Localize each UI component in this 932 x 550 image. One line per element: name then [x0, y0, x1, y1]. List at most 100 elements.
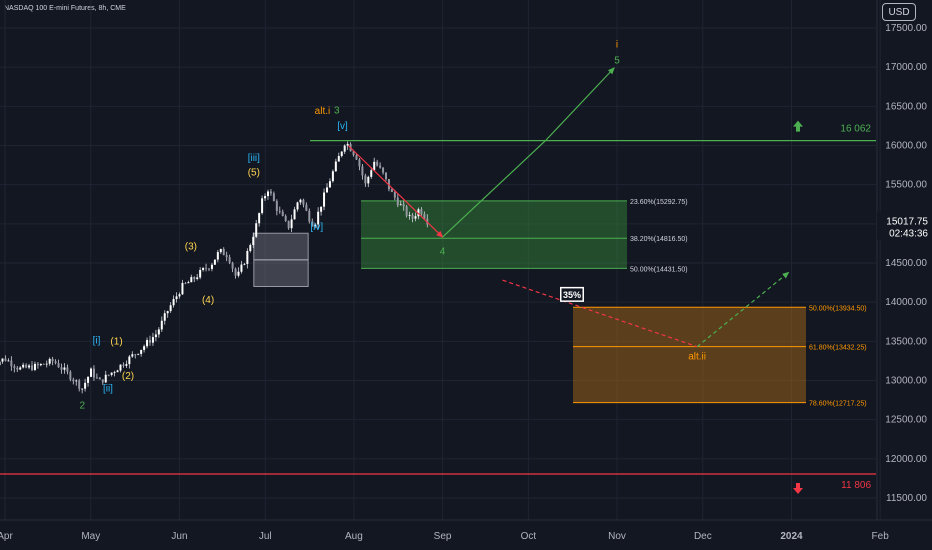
candle	[364, 175, 367, 184]
candle	[402, 204, 405, 207]
green-alt-recovery-path	[696, 271, 790, 348]
candle	[196, 277, 199, 280]
x-tick-label: Jun	[171, 531, 187, 542]
candle	[340, 151, 343, 156]
candle	[234, 268, 237, 276]
candle	[269, 191, 272, 194]
candle	[54, 361, 57, 364]
candle	[243, 263, 246, 265]
candle	[16, 367, 19, 370]
candle	[334, 161, 337, 172]
candle	[352, 151, 355, 156]
candle	[154, 334, 157, 338]
y-tick-label: 13500.00	[885, 336, 927, 347]
candle	[184, 282, 187, 284]
chart-title: NASDAQ 100 E-mini Futures, 8h, CME	[4, 5, 126, 12]
candle	[175, 296, 178, 300]
candle	[187, 282, 190, 284]
candle	[143, 346, 146, 350]
fib-orange-zone	[573, 307, 806, 403]
candle	[387, 179, 390, 190]
y-tick-label: 15500.00	[885, 180, 927, 191]
x-tick-label: Nov	[608, 531, 626, 542]
candle	[222, 249, 225, 256]
green-impulse-path	[442, 67, 615, 238]
candle	[287, 220, 290, 229]
candle	[151, 337, 154, 343]
wave-label: 2	[79, 401, 85, 412]
candle	[7, 360, 10, 362]
candle	[255, 223, 258, 237]
candle	[216, 252, 219, 260]
wave-label: alt.i	[315, 106, 331, 117]
candle	[104, 374, 107, 383]
y-tick-label: 11500.00	[886, 493, 927, 504]
currency-button[interactable]: USD	[882, 3, 916, 21]
wave-label: (5)	[248, 167, 260, 178]
wave-label: i	[616, 40, 618, 51]
candle	[66, 367, 69, 372]
candle	[210, 264, 213, 269]
candle	[78, 380, 81, 389]
candle	[267, 191, 269, 197]
candle	[31, 365, 33, 370]
candle	[408, 214, 411, 216]
wave-label: [iii]	[248, 153, 260, 164]
wave-label: 4	[440, 246, 446, 257]
wave-label: (4)	[202, 295, 214, 306]
y-tick-label: 12000.00	[885, 454, 927, 465]
candle	[417, 209, 420, 217]
candle	[90, 368, 92, 377]
candle	[28, 365, 31, 368]
candle	[281, 211, 284, 216]
candle	[107, 374, 110, 376]
candle	[140, 349, 143, 354]
candle	[172, 299, 175, 306]
candle	[393, 192, 396, 198]
x-tick-label: Oct	[521, 531, 537, 542]
red-alt-decline-path	[502, 279, 698, 348]
candle	[293, 209, 296, 220]
candle	[249, 245, 252, 252]
fib-orange-level-label: 61.80%(13432.25)	[809, 345, 867, 352]
candle	[323, 192, 326, 207]
x-tick-label: Jul	[259, 531, 272, 542]
candle	[228, 257, 231, 263]
candle	[302, 199, 305, 205]
candle	[10, 360, 13, 367]
candle	[181, 282, 184, 295]
candle	[240, 264, 243, 272]
candle	[63, 367, 66, 370]
fib-green-zone	[361, 200, 627, 269]
x-tick-label: Feb	[872, 531, 890, 542]
candle	[125, 364, 128, 366]
x-tick-label: May	[81, 531, 100, 542]
candle	[128, 356, 131, 365]
candle	[225, 255, 228, 258]
resistance-label: 16 062	[840, 124, 871, 135]
x-tick-label: Dec	[694, 531, 712, 542]
fib-green-level-label: 23.60%(15292.75)	[630, 199, 688, 206]
wave-label: (1)	[110, 336, 122, 347]
candle	[87, 376, 90, 383]
candle	[284, 215, 287, 221]
candle	[252, 236, 255, 246]
candle	[75, 380, 78, 382]
candle	[72, 379, 75, 382]
candle	[385, 172, 387, 180]
candle	[0, 361, 1, 366]
candle	[331, 171, 334, 182]
candle	[275, 200, 278, 211]
candle	[4, 358, 7, 361]
candle	[305, 204, 308, 211]
candle	[36, 363, 39, 366]
candle	[373, 161, 376, 171]
candle	[137, 353, 140, 355]
candle	[1, 358, 4, 362]
fib-green-level-label: 38.20%(14816.50)	[630, 236, 688, 243]
candle	[278, 210, 281, 212]
x-tick-label: Aug	[345, 531, 363, 542]
candle	[119, 364, 122, 371]
candle	[414, 216, 417, 219]
